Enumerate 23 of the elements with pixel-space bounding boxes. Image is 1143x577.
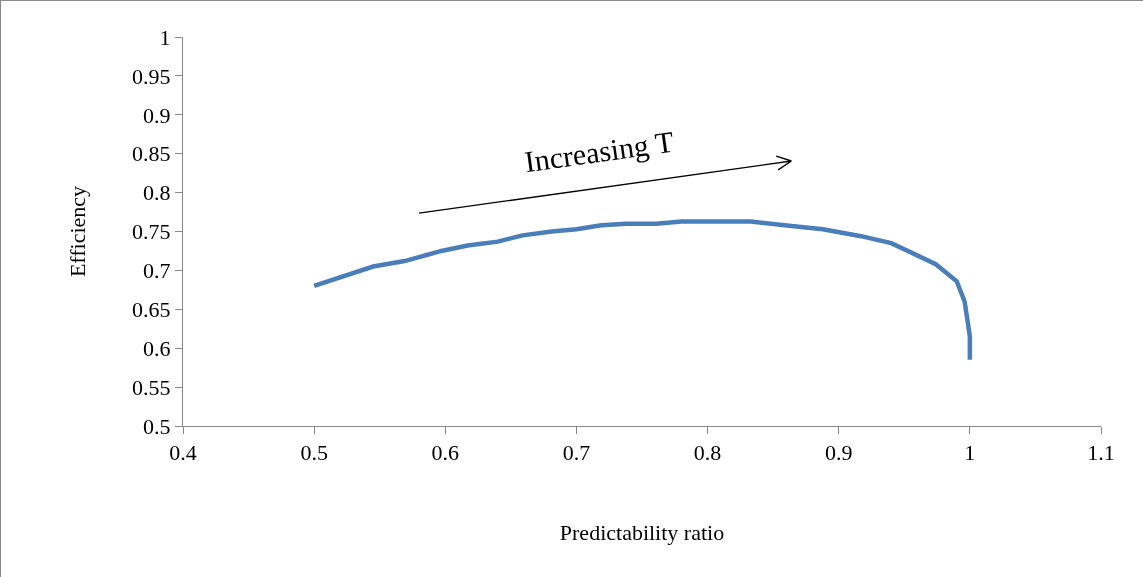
x-tick-label: 0.7 <box>562 440 591 466</box>
y-tick-label: 0.65 <box>132 297 171 322</box>
y-tick-label: 0.95 <box>132 63 171 89</box>
y-axis-title: Efficiency <box>64 185 90 278</box>
y-tick-label: 0.8 <box>143 180 171 206</box>
line-series <box>311 219 973 363</box>
y-tick-label: 0.55 <box>132 374 171 400</box>
y-tick-label: 0.6 <box>143 335 171 361</box>
x-tick-label: 0.5 <box>300 440 328 466</box>
y-tick-label: 0.85 <box>132 141 171 167</box>
y-tick-label: 1 <box>159 24 171 50</box>
y-tick-label: 0.7 <box>143 258 171 284</box>
x-tick-label: 0.8 <box>693 440 722 466</box>
annotation: Increasing T <box>522 124 676 179</box>
x-tick-label: 0.4 <box>169 440 197 466</box>
x-tick-label: 1.1 <box>1087 440 1115 466</box>
y-tick-label: 0.75 <box>132 219 171 245</box>
y-tick-label: 0.5 <box>143 413 171 439</box>
x-tick-label: 1 <box>964 440 976 466</box>
y-tick-label: 0.9 <box>143 102 171 128</box>
x-tick-label: 0.6 <box>431 440 460 466</box>
x-axis-title: Predictability ratio <box>559 520 725 546</box>
x-tick-label: 0.9 <box>824 440 853 466</box>
